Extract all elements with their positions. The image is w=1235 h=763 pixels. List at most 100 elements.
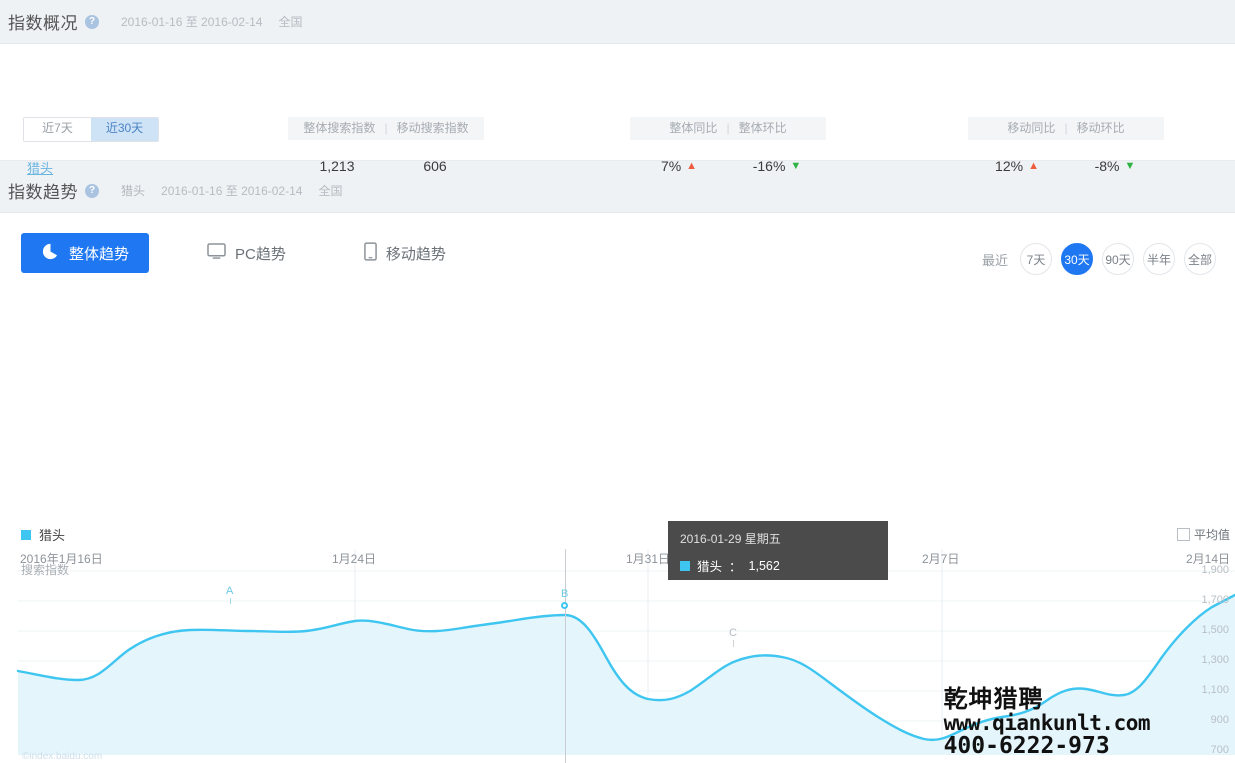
overview-region: 全国 — [278, 15, 303, 29]
tooltip-value: 1,562 — [748, 558, 780, 573]
trend-region: 全国 — [318, 184, 343, 198]
x-tick-0: 2016年1月16日 — [20, 552, 103, 566]
value-mobile-yoy: 12% ▲ — [968, 158, 1066, 174]
average-value-label: 平均值 — [1193, 528, 1230, 542]
x-tick-1: 1月24日 — [332, 552, 377, 566]
arrow-up-icon: ▲ — [1028, 159, 1039, 172]
tab-overall-trend[interactable]: 整体趋势 — [21, 233, 150, 273]
header-overall-search: 整体搜索指数 — [303, 121, 376, 135]
chart-legend[interactable]: 猎头 — [21, 525, 65, 544]
tab-label: PC趋势 — [235, 245, 286, 263]
trend-keyword: 猎头 — [121, 184, 146, 198]
value-text: 606 — [423, 158, 447, 174]
range-90days[interactable]: 90天 — [1102, 243, 1134, 275]
range-halfyear[interactable]: 半年 — [1143, 243, 1175, 275]
source-watermark: ©index.baidu.com — [22, 751, 103, 762]
metric-group-header: 移动同比 | 移动环比 — [968, 117, 1164, 140]
site-watermark: 乾坤猎聘 www.qiankunlt.com 400-6222-973 — [943, 686, 1151, 760]
value-text: 1,213 — [319, 158, 355, 174]
tab-label: 整体趋势 — [69, 245, 130, 263]
help-icon[interactable]: ? — [85, 183, 99, 198]
value-overall-mom: -16% ▼ — [728, 158, 826, 174]
chart-marker-c-tick — [733, 640, 734, 647]
value-overall-search: 1,213 — [288, 158, 386, 174]
chart-marker-b[interactable]: B — [561, 588, 569, 600]
chart-marker-c[interactable]: C — [729, 627, 737, 639]
range-all[interactable]: 全部 — [1184, 243, 1216, 275]
tab-label: 移动趋势 — [385, 245, 446, 263]
legend-label: 猎头 — [39, 528, 66, 543]
x-tick-2: 1月31日 — [626, 552, 671, 566]
y-tick-1700: 1,700 — [1201, 594, 1229, 606]
trend-meta: 猎头 2016-01-16 至 2016-02-14 全国 — [121, 182, 342, 199]
toggle-7days[interactable]: 近7天 — [24, 118, 91, 141]
period-toggle[interactable]: 近7天 近30天 — [23, 117, 159, 142]
watermark-line-3: 400-6222-973 — [943, 733, 1110, 760]
chart-cursor-line — [565, 549, 566, 763]
tab-pc-trend[interactable]: PC趋势 — [187, 233, 306, 273]
chart-hover-point[interactable] — [561, 602, 568, 609]
range-7days[interactable]: 7天 — [1020, 243, 1052, 275]
y-tick-900: 900 — [1210, 714, 1229, 726]
tooltip-series-label: 猎头 — [697, 560, 723, 574]
metric-group-search-index: 整体搜索指数 | 移动搜索指数 1,213 606 — [288, 117, 484, 174]
x-tick-4: 2月14日 — [1186, 552, 1231, 566]
header-overall-yoy: 整体同比 — [669, 121, 718, 135]
help-icon[interactable]: ? — [85, 14, 99, 29]
overview-date-range: 2016-01-16 至 2016-02-14 — [121, 15, 263, 29]
keyword-link[interactable]: 猎头 — [27, 161, 54, 176]
range-30days[interactable]: 30天 — [1061, 243, 1093, 275]
toggle-30days[interactable]: 近30天 — [91, 118, 158, 141]
mobile-icon — [364, 241, 377, 265]
value-mobile-search: 606 — [386, 158, 484, 174]
value-text: 12% — [995, 158, 1024, 174]
header-separator: | — [1064, 121, 1068, 135]
y-tick-1300: 1,300 — [1201, 654, 1229, 666]
page-title: 指数概况 — [8, 14, 78, 33]
average-value-checkbox[interactable]: 平均值 — [1176, 526, 1230, 543]
arrow-down-icon: ▼ — [1124, 159, 1136, 172]
header-mobile-yoy: 移动同比 — [1007, 121, 1056, 135]
monitor-icon — [207, 242, 226, 264]
header-mobile-search: 移动搜索指数 — [396, 121, 469, 135]
x-tick-3: 2月7日 — [922, 552, 960, 566]
tooltip-separator: ： — [729, 560, 742, 574]
range-lead-label: 最近 — [981, 252, 1008, 268]
value-text: 7% — [660, 158, 682, 174]
tab-mobile-trend[interactable]: 移动趋势 — [344, 233, 466, 273]
trend-panel: 整体趋势 PC趋势 移动趋势 最近 7天 30天 90天 半年 全部 — [0, 213, 1235, 763]
trend-date-range: 2016-01-16 至 2016-02-14 — [161, 184, 303, 198]
value-overall-yoy: 7% ▲ — [630, 158, 728, 174]
range-selector: 最近 7天 30天 90天 半年 全部 — [982, 243, 1216, 275]
metric-group-header: 整体同比 | 整体环比 — [630, 117, 826, 140]
metric-group-values: 7% ▲ -16% ▼ — [630, 158, 826, 174]
header-separator: | — [726, 121, 730, 135]
arrow-down-icon: ▼ — [790, 159, 802, 172]
checkbox-icon[interactable] — [1176, 528, 1190, 541]
overview-section-header: 指数概况 ? 2016-01-16 至 2016-02-14 全国 — [0, 0, 1235, 44]
watermark-line-2: www.qiankunlt.com — [943, 711, 1151, 736]
trend-title: 指数趋势 — [8, 183, 78, 202]
chart-marker-a-tick — [230, 598, 231, 604]
metric-group-overall-compare: 整体同比 | 整体环比 7% ▲ -16% ▼ — [630, 117, 826, 174]
overview-meta: 2016-01-16 至 2016-02-14 全国 — [121, 13, 302, 30]
metric-group-values: 12% ▲ -8% ▼ — [968, 158, 1164, 174]
pie-chart-icon — [41, 242, 60, 265]
chart-tooltip: 2016-01-29 星期五 猎头 ： 1,562 — [668, 521, 888, 580]
trend-tabs: 整体趋势 PC趋势 移动趋势 — [21, 233, 466, 273]
tooltip-row: 猎头 ： 1,562 — [680, 556, 876, 575]
value-mobile-mom: -8% ▼ — [1066, 158, 1164, 174]
chart-marker-a[interactable]: A — [226, 585, 234, 597]
watermark-line-1: 乾坤猎聘 — [943, 686, 1044, 713]
header-separator: | — [384, 121, 388, 135]
metric-group-values: 1,213 606 — [288, 158, 484, 174]
arrow-up-icon: ▲ — [686, 159, 698, 172]
y-tick-700: 700 — [1210, 744, 1229, 756]
trend-section-header: 指数趋势 ? 猎头 2016-01-16 至 2016-02-14 全国 — [0, 169, 1235, 213]
value-text: -16% — [752, 158, 786, 174]
legend-color-swatch — [21, 529, 31, 540]
y-tick-1100: 1,100 — [1201, 684, 1229, 696]
tooltip-date: 2016-01-29 星期五 — [680, 532, 781, 546]
header-overall-mom: 整体环比 — [738, 121, 787, 135]
